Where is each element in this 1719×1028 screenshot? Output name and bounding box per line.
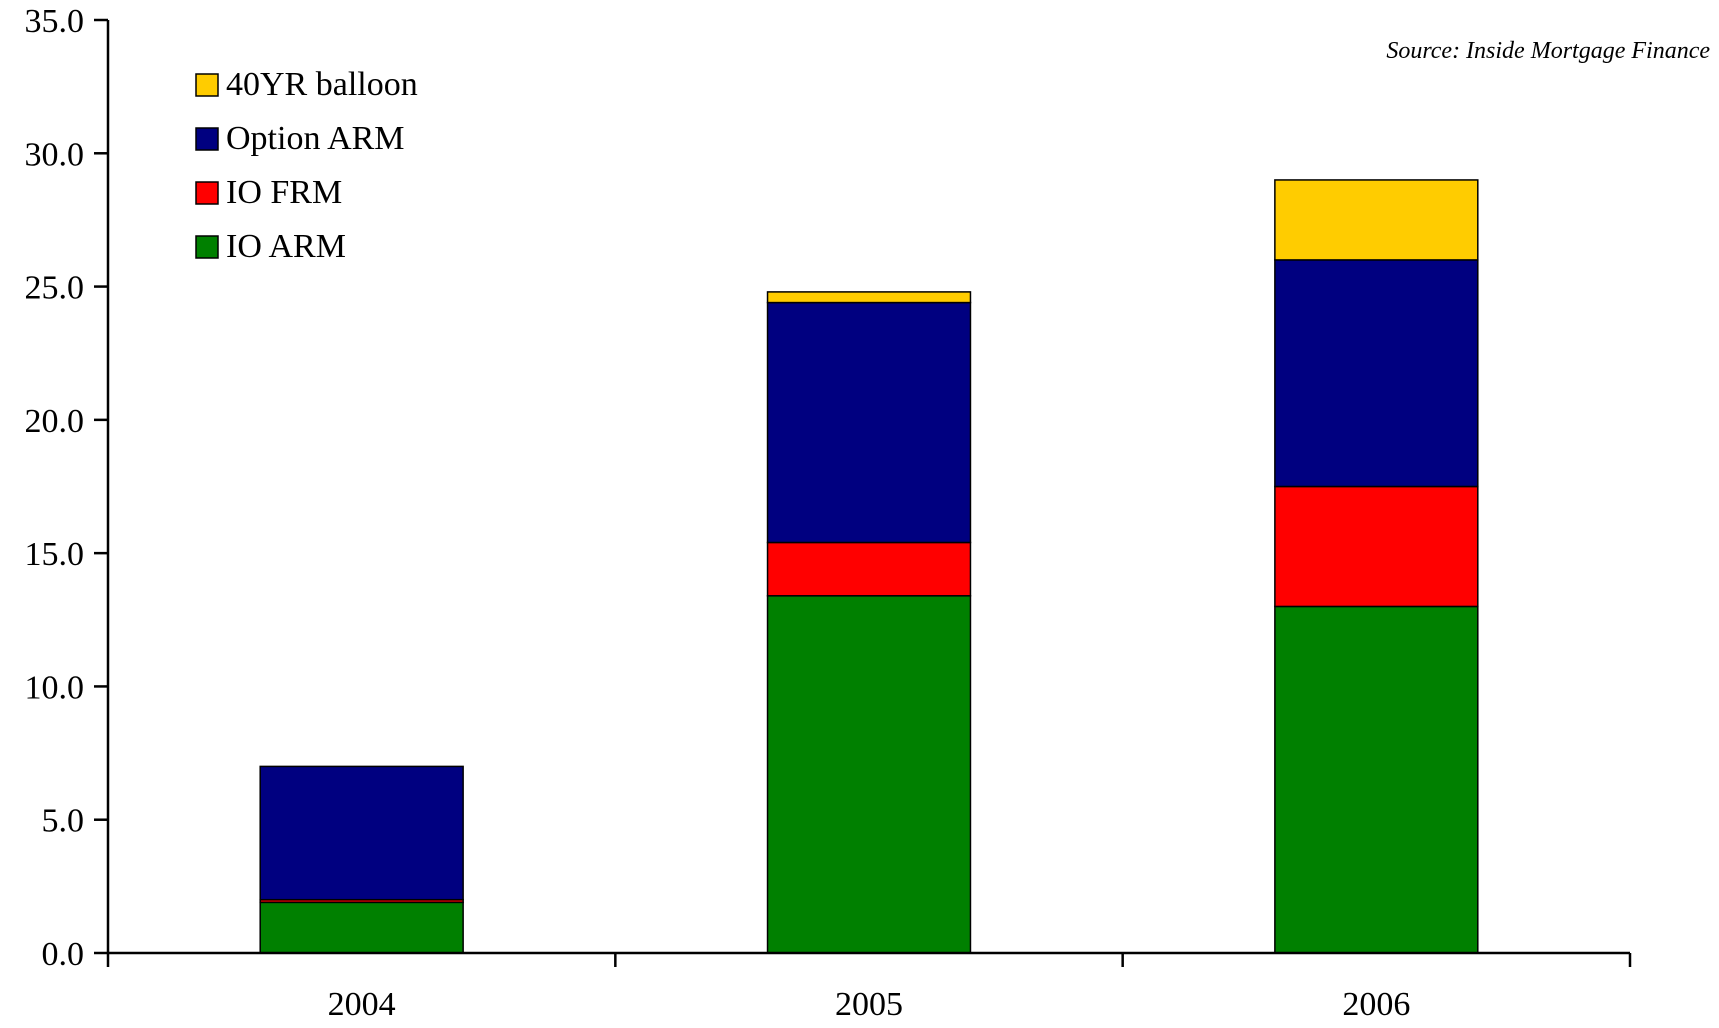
legend-label: Option ARM: [226, 120, 405, 157]
bar-2006-io-frm: [1274, 485, 1479, 608]
legend-swatch-option-arm: [195, 127, 219, 151]
y-tick-label: 35.0: [25, 3, 85, 40]
y-tick-label: 20.0: [25, 403, 85, 440]
bar-2005-option-arm: [766, 301, 972, 544]
legend-label: IO ARM: [226, 228, 346, 265]
y-tick-label: 10.0: [25, 669, 85, 706]
legend-swatch-io-frm: [195, 181, 219, 205]
bar-2004-io-arm: [259, 901, 464, 954]
bar-2005-40yr-balloon: [766, 291, 972, 304]
y-tick-label: 5.0: [42, 803, 85, 840]
y-tick-label: 0.0: [42, 936, 85, 973]
bar-2006-io-arm: [1274, 605, 1479, 954]
legend-label: 40YR balloon: [226, 66, 418, 103]
legend: 40YR balloon Option ARM IO FRM IO ARM: [195, 66, 418, 265]
y-tick-label: 15.0: [25, 536, 85, 573]
bar-2006-option-arm: [1274, 259, 1479, 488]
bar-2006-40yr-balloon: [1274, 179, 1479, 261]
bar-2004-option-arm: [259, 765, 464, 901]
x-tick-label: 2004: [328, 986, 396, 1023]
y-tick-label: 25.0: [25, 270, 85, 307]
legend-label: IO FRM: [226, 174, 342, 211]
y-tick-label: 30.0: [25, 136, 85, 173]
x-tick-label: 2005: [835, 986, 903, 1023]
legend-swatch-io-arm: [195, 235, 219, 259]
legend-swatch-40yr-balloon: [195, 73, 219, 97]
bars-group: [259, 179, 1479, 954]
axes-group: 0.0 5.0 10.0 15.0 20.0 25.0 30.0 35.0 2004 2005 20…: [25, 3, 1632, 1023]
bar-2005-io-frm: [766, 541, 972, 597]
bar-2005-io-arm: [766, 595, 972, 954]
source-annotation: Source: Inside Mortgage Finance: [1386, 38, 1710, 64]
x-tick-label: 2006: [1342, 986, 1410, 1023]
